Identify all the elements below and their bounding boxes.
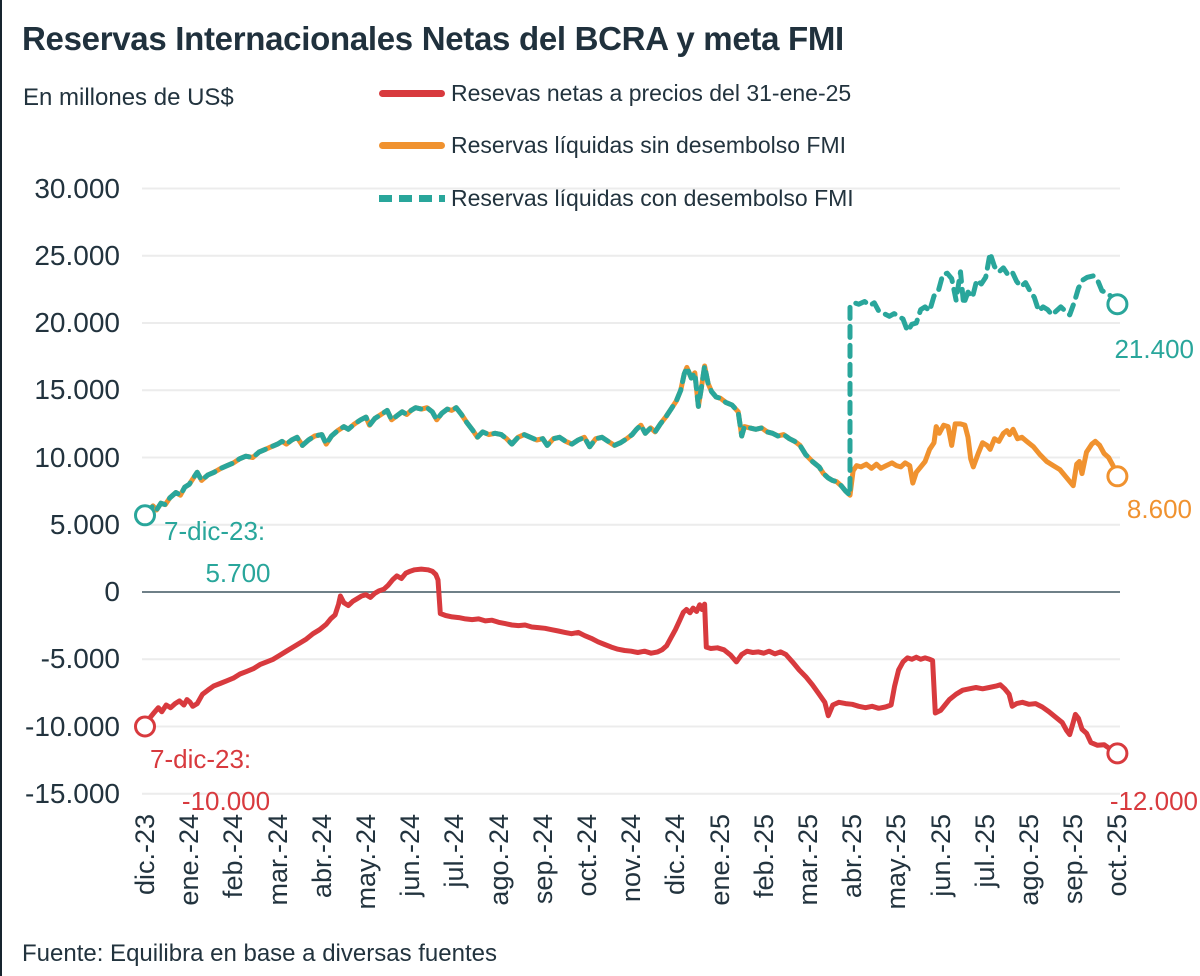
x-tick-label: abr.-25 bbox=[837, 814, 867, 899]
x-tick-label: mar.-25 bbox=[793, 814, 823, 906]
annotation-teal-end-value: 21.400 bbox=[1114, 334, 1194, 364]
y-tick-label: 30.000 bbox=[34, 173, 120, 204]
x-tick-label: abr.-24 bbox=[307, 814, 337, 899]
source-note: Fuente: Equilibra en base a diversas fue… bbox=[22, 940, 497, 967]
x-tick-label: ago.-24 bbox=[484, 814, 514, 906]
y-tick-label: -10.000 bbox=[25, 711, 120, 742]
data-point-marker bbox=[134, 504, 156, 527]
x-tick-label: may.-25 bbox=[881, 814, 911, 910]
x-tick-label: feb.-24 bbox=[218, 814, 248, 899]
x-tick-label: jul.-25 bbox=[970, 814, 1000, 888]
x-tick-label: ene.-25 bbox=[705, 814, 735, 906]
series-teal-dashed-line bbox=[142, 250, 1120, 518]
annotation-teal-start-value: 5.700 bbox=[205, 558, 271, 588]
x-tick-label: oct.-24 bbox=[572, 814, 602, 897]
annotation-red-start-value: -10.000 bbox=[181, 786, 271, 816]
teal-dashed-swatch-icon bbox=[379, 195, 445, 202]
page-title: Reservas Internacionales Netas del BCRA … bbox=[22, 20, 844, 57]
red-line-swatch-icon bbox=[379, 90, 445, 97]
x-tick-label: jun.-24 bbox=[395, 814, 425, 897]
y-tick-label: 15.000 bbox=[34, 374, 120, 405]
x-tick-label: sep.-24 bbox=[528, 814, 558, 905]
annotation-orange-end-value: 8.600 bbox=[1126, 494, 1192, 524]
annotation-red-start-date: 7-dic-23: bbox=[150, 744, 252, 774]
x-tick-label: ene.-24 bbox=[174, 814, 204, 906]
y-tick-label: -15.000 bbox=[25, 778, 120, 809]
x-tick-label: dic.-24 bbox=[660, 814, 690, 896]
x-tick-label: oct.-25 bbox=[1102, 814, 1132, 897]
orange-line-swatch-icon bbox=[379, 142, 445, 149]
legend-label-sin-fmi: Reservas líquidas sin desembolso FMI bbox=[451, 132, 846, 158]
y-tick-label: 10.000 bbox=[34, 442, 120, 473]
annotation-red-end-value: -12.000 bbox=[1109, 786, 1198, 816]
legend-label-netas: Resevas netas a precios del 31-ene-25 bbox=[451, 80, 852, 106]
x-tick-label: mar.-24 bbox=[263, 814, 293, 906]
data-point-marker bbox=[1106, 465, 1129, 488]
y-tick-label: 5.000 bbox=[49, 509, 120, 540]
x-tick-label: jul.-24 bbox=[439, 814, 469, 888]
x-tick-label: dic.-23 bbox=[130, 814, 160, 896]
x-tick-label: sep.-25 bbox=[1058, 814, 1088, 905]
x-tick-label: nov.-24 bbox=[616, 814, 646, 903]
legend-item-sin-fmi: Reservas líquidas sin desembolso FMI bbox=[379, 132, 846, 159]
y-tick-label: -5.000 bbox=[40, 643, 120, 674]
x-tick-label: may.-24 bbox=[351, 814, 381, 910]
x-tick-label: ago.-25 bbox=[1014, 814, 1044, 906]
y-tick-label: 25.000 bbox=[34, 240, 120, 271]
data-point-marker bbox=[134, 715, 156, 738]
legend-item-netas: Resevas netas a precios del 31-ene-25 bbox=[379, 80, 851, 107]
x-tick-label: feb.-25 bbox=[749, 814, 779, 899]
annotation-teal-start-date: 7-dic-23: bbox=[164, 516, 266, 546]
series-red-line bbox=[142, 566, 1120, 756]
y-tick-label: 0 bbox=[104, 576, 120, 607]
units-label: En millones de US$ bbox=[23, 84, 234, 111]
x-tick-label: jun.-25 bbox=[926, 814, 956, 897]
y-tick-label: 20.000 bbox=[34, 307, 120, 338]
data-point-marker bbox=[1106, 293, 1129, 316]
data-point-marker bbox=[1106, 742, 1129, 765]
